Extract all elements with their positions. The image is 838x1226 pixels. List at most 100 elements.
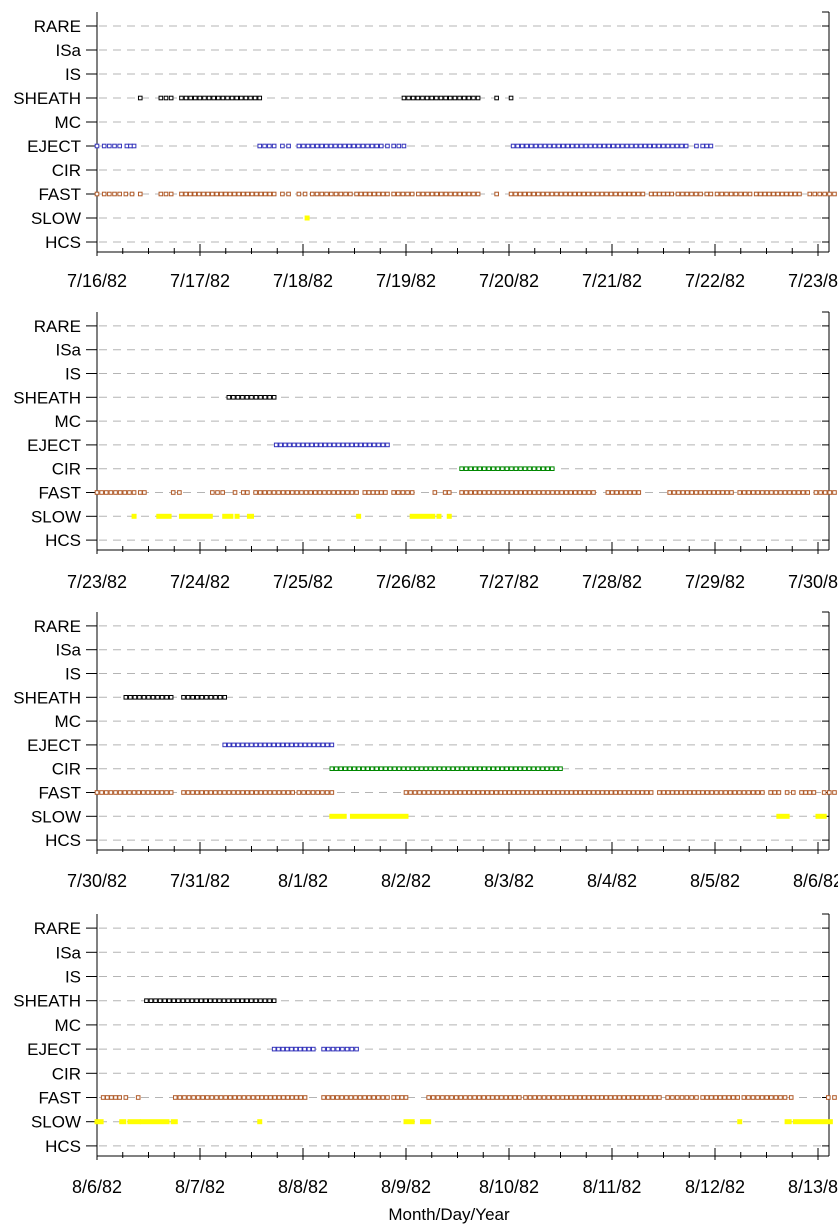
fast-marker xyxy=(353,1095,358,1100)
fast-marker xyxy=(694,1095,699,1100)
fast-marker xyxy=(267,790,273,795)
sheath-marker xyxy=(198,998,204,1004)
fast-marker xyxy=(103,790,109,795)
eject-marker xyxy=(542,143,548,149)
fast-marker xyxy=(409,191,415,197)
fast-marker xyxy=(508,1095,513,1100)
fast-marker xyxy=(747,191,753,197)
sheath-marker xyxy=(171,998,177,1004)
fast-marker xyxy=(452,191,458,197)
fast-marker xyxy=(522,191,527,197)
eject-marker xyxy=(107,143,112,149)
fast-marker xyxy=(425,191,430,197)
eject-marker xyxy=(287,442,292,448)
fast-marker xyxy=(746,1095,751,1100)
sheath-marker xyxy=(267,998,272,1004)
cir-marker xyxy=(351,766,357,772)
cir-marker xyxy=(423,766,429,772)
fast-marker xyxy=(693,191,699,197)
fast-marker xyxy=(484,790,490,795)
fast-marker xyxy=(426,790,431,795)
y-tick-label: RARE xyxy=(34,919,81,938)
sheath-marker xyxy=(235,395,241,400)
fast-marker xyxy=(760,490,765,495)
eject-marker xyxy=(271,742,277,748)
fast-marker xyxy=(704,191,710,197)
sheath-marker xyxy=(159,695,165,700)
fast-marker xyxy=(811,790,817,795)
fast-marker xyxy=(482,490,487,495)
fast-marker xyxy=(317,490,323,495)
fast-marker xyxy=(707,490,712,495)
fast-marker xyxy=(617,1095,622,1100)
cir-marker xyxy=(531,466,537,471)
fast-marker xyxy=(726,1095,732,1100)
cir-marker xyxy=(428,766,433,772)
sheath-marker xyxy=(148,998,154,1004)
fast-marker xyxy=(661,191,666,197)
fast-marker xyxy=(218,1095,224,1100)
fast-marker xyxy=(290,790,295,795)
fast-marker xyxy=(502,790,508,795)
fast-marker xyxy=(590,1095,596,1100)
y-tick-label: SHEATH xyxy=(13,992,81,1011)
fast-marker xyxy=(648,1095,653,1100)
cir-marker xyxy=(477,766,483,772)
cir-marker xyxy=(396,766,402,772)
series-slow xyxy=(304,215,310,221)
fast-marker xyxy=(281,790,286,795)
cir-marker xyxy=(365,766,371,772)
eject-marker xyxy=(583,143,589,149)
eject-marker xyxy=(342,143,347,149)
fast-marker xyxy=(136,790,142,795)
fast-marker xyxy=(218,191,224,197)
x-tick-label: 7/19/82 xyxy=(376,271,436,291)
fast-marker xyxy=(746,790,751,795)
cir-marker xyxy=(410,766,415,772)
fast-marker xyxy=(560,1095,565,1100)
x-tick-label: 8/6/82 xyxy=(793,871,838,891)
fast-marker xyxy=(357,1095,363,1100)
eject-marker xyxy=(337,143,343,149)
sheath-marker xyxy=(137,95,143,101)
cir-marker xyxy=(535,766,541,772)
fast-marker xyxy=(718,790,724,795)
fast-marker xyxy=(608,1095,613,1100)
series-eject xyxy=(222,742,335,748)
fast-marker xyxy=(439,191,444,197)
fast-marker xyxy=(652,1095,658,1100)
fast-marker xyxy=(345,490,350,495)
fast-marker xyxy=(395,1095,401,1100)
eject-marker xyxy=(385,143,390,149)
eject-marker xyxy=(679,143,684,149)
y-tick-label: SLOW xyxy=(31,1113,81,1132)
fast-marker xyxy=(577,790,583,795)
slow-marker-run xyxy=(436,513,442,519)
fast-marker xyxy=(822,191,827,197)
fast-marker xyxy=(262,490,268,495)
eject-marker xyxy=(360,143,366,149)
fast-marker xyxy=(409,490,415,495)
fast-marker xyxy=(281,1095,286,1100)
fast-marker xyxy=(536,490,542,495)
cir-marker xyxy=(504,766,509,772)
fast-marker xyxy=(631,790,636,795)
cir-marker xyxy=(509,466,514,471)
cir-marker xyxy=(464,766,469,772)
fast-marker xyxy=(302,191,308,197)
fast-marker xyxy=(674,1095,680,1100)
eject-marker xyxy=(296,442,301,448)
fast-marker xyxy=(476,1095,482,1100)
x-tick-label: 8/3/82 xyxy=(484,871,534,891)
eject-marker xyxy=(311,742,317,748)
fast-marker xyxy=(680,490,686,495)
y-tick-label: ISa xyxy=(55,341,81,360)
eject-marker xyxy=(311,1046,316,1052)
fast-marker xyxy=(700,1095,705,1100)
sheath-marker xyxy=(415,95,421,101)
eject-marker xyxy=(328,143,334,149)
series-sheath xyxy=(123,695,228,700)
sheath-marker xyxy=(166,998,172,1004)
fast-marker xyxy=(285,490,291,495)
fast-marker xyxy=(321,1095,326,1100)
